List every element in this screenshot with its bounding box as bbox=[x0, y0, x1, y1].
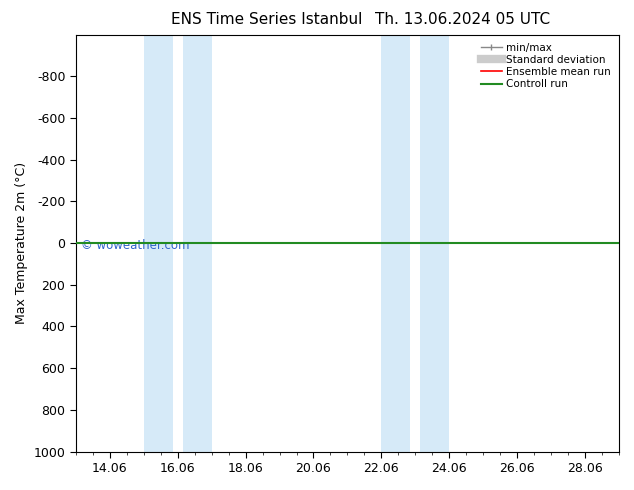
Text: © woweather.com: © woweather.com bbox=[81, 239, 190, 252]
Bar bbox=[144, 35, 172, 452]
Text: Th. 13.06.2024 05 UTC: Th. 13.06.2024 05 UTC bbox=[375, 12, 550, 27]
Bar bbox=[420, 35, 450, 452]
Y-axis label: Max Temperature 2m (°C): Max Temperature 2m (°C) bbox=[15, 162, 28, 324]
Bar bbox=[382, 35, 410, 452]
Text: ENS Time Series Istanbul: ENS Time Series Istanbul bbox=[171, 12, 362, 27]
Bar bbox=[183, 35, 212, 452]
Legend: min/max, Standard deviation, Ensemble mean run, Controll run: min/max, Standard deviation, Ensemble me… bbox=[478, 40, 614, 92]
